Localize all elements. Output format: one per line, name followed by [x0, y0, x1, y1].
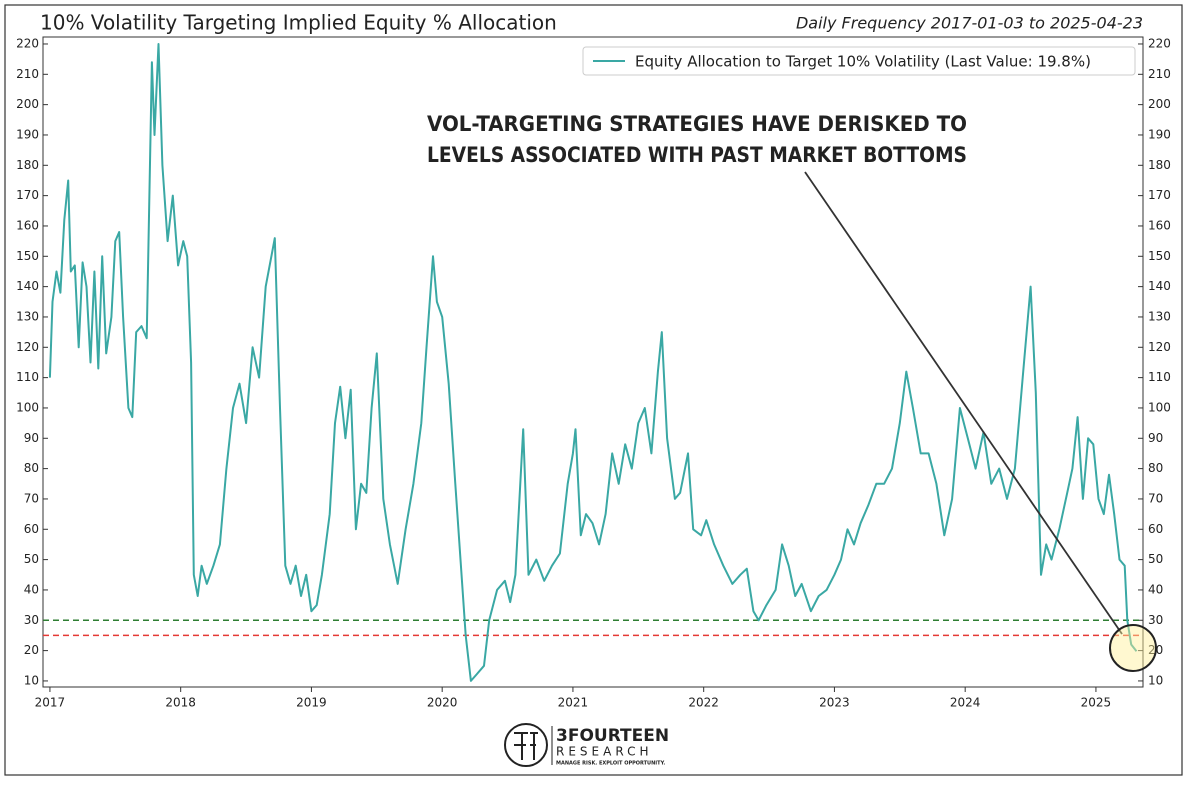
- y-tick-label: 110: [16, 370, 39, 384]
- logo-mark: [504, 723, 548, 767]
- y2-tick-label: 140: [1148, 279, 1171, 293]
- x-tick-label: 2017: [35, 696, 66, 710]
- y-tick-label: 200: [16, 97, 39, 111]
- x-tick-label: 2024: [950, 696, 981, 710]
- chart-title: 10% Volatility Targeting Implied Equity …: [40, 11, 557, 35]
- y2-tick-label: 200: [1148, 97, 1171, 111]
- y-tick-label: 20: [24, 643, 39, 657]
- annotation-arrow: [804, 171, 1123, 635]
- y-tick-label: 60: [24, 522, 39, 536]
- brand: 3FOURTEEN: [556, 726, 669, 746]
- y-tick-label: 10: [24, 673, 39, 687]
- y2-tick-label: 160: [1148, 218, 1171, 232]
- annotation-text: LEVELS ASSOCIATED WITH PAST MARKET BOTTO…: [427, 143, 967, 167]
- y-tick-label: 90: [24, 431, 39, 445]
- y2-tick-label: 90: [1148, 431, 1163, 445]
- y-tick-label: 30: [24, 613, 39, 627]
- plot-frame: [42, 36, 1144, 688]
- y2-tick-label: 190: [1148, 127, 1171, 141]
- y-tick-label: 220: [16, 36, 39, 50]
- y-tick-label: 70: [24, 491, 39, 505]
- logo-glyph: [514, 732, 538, 760]
- legend-label: Equity Allocation to Target 10% Volatili…: [635, 53, 1091, 71]
- chart-subtitle: Daily Frequency 2017-01-03 to 2025-04-23: [796, 14, 1143, 33]
- y2-tick-label: 40: [1148, 582, 1163, 596]
- x-tick-label: 2018: [165, 696, 196, 710]
- logo: 3FOURTEEN RESEARCH MANAGE RISK. EXPLOIT …: [504, 723, 669, 767]
- x-tick-label: 2020: [427, 696, 458, 710]
- y2-tick-label: 30: [1148, 613, 1163, 627]
- y2-tick-label: 100: [1148, 400, 1171, 414]
- y2-tick-label: 170: [1148, 188, 1171, 202]
- y2-tick-label: 10: [1148, 673, 1163, 687]
- y2-tick-label: 50: [1148, 552, 1163, 566]
- outer-frame: [4, 4, 1183, 776]
- x-tick-label: 2022: [688, 696, 719, 710]
- y-tick-label: 50: [24, 552, 39, 566]
- y-tick-label: 80: [24, 461, 39, 475]
- y2-tick-label: 220: [1148, 36, 1171, 50]
- y2-tick-label: 130: [1148, 309, 1171, 323]
- x-tick-label: 2021: [558, 696, 589, 710]
- y-tick-label: 40: [24, 582, 39, 596]
- y-tick-label: 160: [16, 218, 39, 232]
- x-tick-label: 2019: [296, 696, 327, 710]
- y2-tick-label: 60: [1148, 522, 1163, 536]
- y2-tick-label: 70: [1148, 491, 1163, 505]
- data-line: [48, 43, 1138, 682]
- y2-tick-label: 110: [1148, 370, 1171, 384]
- y2-tick-label: 180: [1148, 158, 1171, 172]
- y2-tick-label: 80: [1148, 461, 1163, 475]
- annotation-text: VOL-TARGETING STRATEGIES HAVE DERISKED T…: [427, 112, 967, 136]
- y-tick-label: 150: [16, 249, 39, 263]
- y-tick-label: 120: [16, 340, 39, 354]
- y2-tick-label: 120: [1148, 340, 1171, 354]
- y-tick-label: 100: [16, 400, 39, 414]
- legend-box: [582, 46, 1136, 76]
- x-tick-label: 2025: [1081, 696, 1112, 710]
- legend: Equity Allocation to Target 10% Volatili…: [582, 46, 1136, 76]
- y-tick-label: 210: [16, 67, 39, 81]
- brand-sub: RESEARCH: [556, 745, 652, 759]
- y-tick-label: 170: [16, 188, 39, 202]
- y-tick-label: 130: [16, 309, 39, 323]
- highlight-circle: [1109, 624, 1157, 672]
- y-tick-label: 190: [16, 127, 39, 141]
- tagline: MANAGE RISK. EXPLOIT OPPORTUNITY.: [556, 761, 665, 767]
- y-tick-label: 180: [16, 158, 39, 172]
- y2-tick-label: 210: [1148, 67, 1171, 81]
- y2-tick-label: 150: [1148, 249, 1171, 263]
- x-tick-label: 2023: [819, 696, 850, 710]
- y-tick-label: 140: [16, 279, 39, 293]
